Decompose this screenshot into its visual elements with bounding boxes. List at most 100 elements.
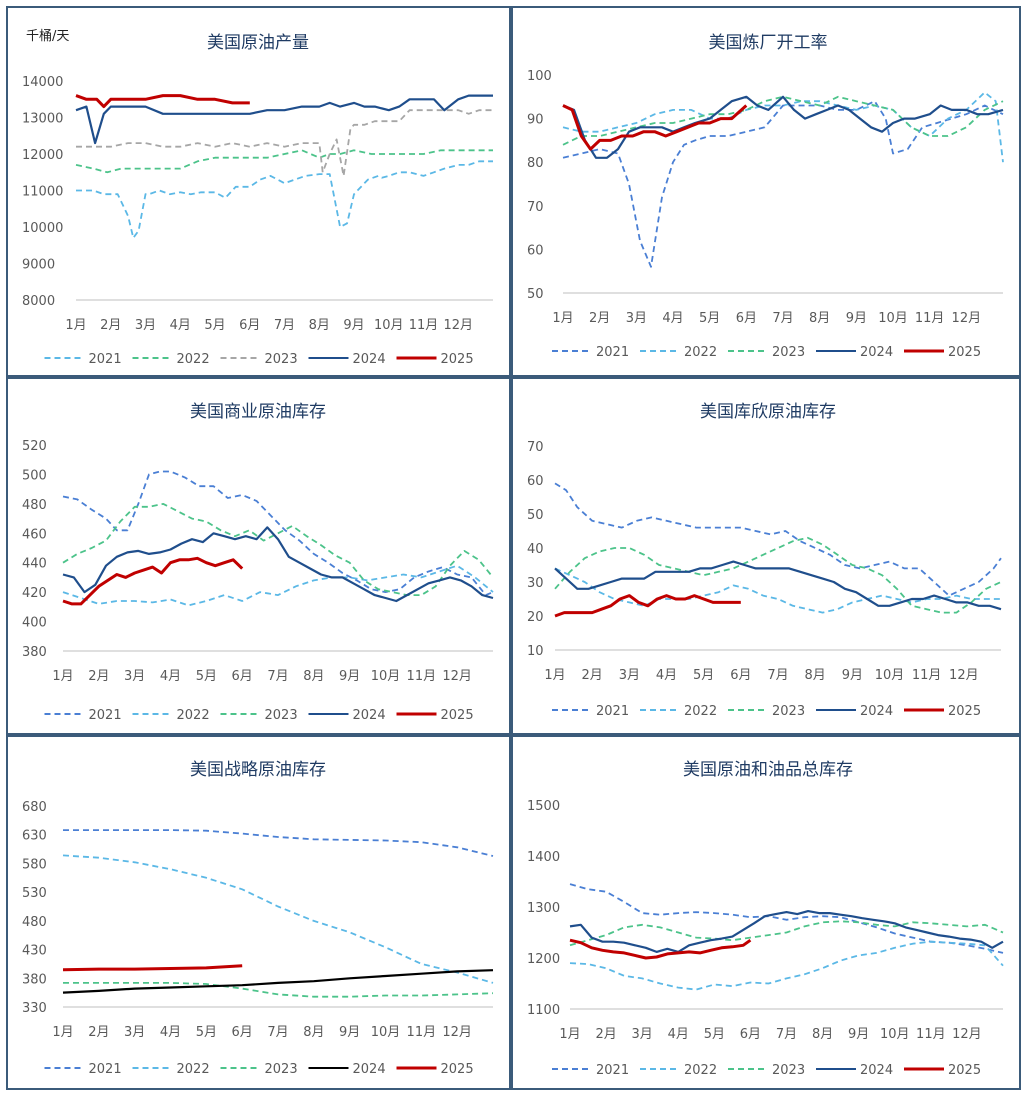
y-tick-label: 80 [527,156,544,171]
y-tick-label: 480 [22,915,47,930]
legend-label-2021: 2021 [596,1063,629,1078]
legend-label-2025: 2025 [441,1062,474,1077]
legend-label-2022: 2022 [177,708,210,723]
x-tick-label: 2月 [88,669,109,684]
series-line-2025 [569,938,752,960]
series-line-2025 [562,104,748,151]
series-line-2022 [62,854,494,984]
x-tick-label: 9月 [846,311,867,326]
series-line-2023 [76,109,493,177]
y-tick-label: 11000 [22,185,63,200]
x-tick-label: 9月 [842,668,863,683]
series-line-2021 [569,883,1004,954]
x-tick-label: 2月 [589,311,610,326]
y-tick-label: 530 [22,886,47,901]
x-tick-label: 3月 [135,318,156,333]
series-line-2021 [62,470,494,597]
x-tick-label: 3月 [124,1025,145,1040]
y-tick-label: 30 [527,576,544,591]
x-tick-label: 9月 [343,318,364,333]
chart-panel-total-stocks: 美国原油和油品总库存 1100 1200 1300 1400 1500 1月 2月 3月 4月 5… [511,735,1021,1090]
y-tick-label: 440 [22,557,47,572]
y-tick-label: 13000 [22,112,63,127]
y-tick-label: 20 [527,610,544,625]
legend-label-2024: 2024 [860,704,893,719]
y-tick-label: 1500 [527,799,560,814]
x-tick-label: 6月 [730,668,751,683]
legend-label-2025: 2025 [948,345,981,360]
series-line-2021 [562,100,1004,268]
chart-svg-strategic-stocks: 美国战略原油库存 330 380 430 480 530 580 630 680 1月 2月 3月 4… [22,760,494,1077]
x-tick-label: 4月 [656,668,677,683]
x-tick-label: 5月 [699,311,720,326]
x-tick-label: 9月 [339,669,360,684]
legend-label-2024: 2024 [353,1062,386,1077]
chart-title: 美国原油和油品总库存 [683,760,853,780]
x-tick-label: 4月 [160,1025,181,1040]
x-tick-label: 6月 [232,1025,253,1040]
series-line-2022 [569,940,1004,991]
x-tick-label: 11月 [916,1027,946,1042]
legend-label-2021: 2021 [89,708,122,723]
x-tick-label: 10月 [374,318,404,333]
legend-label-2021: 2021 [596,704,629,719]
legend-label-2022: 2022 [684,1063,717,1078]
x-tick-label: 4月 [662,311,683,326]
legend-label-2025: 2025 [948,704,981,719]
legend-label-2021: 2021 [89,1062,122,1077]
legend-label-2021: 2021 [89,352,122,367]
series-line-2024 [554,560,1002,611]
x-tick-label: 8月 [303,669,324,684]
x-tick-label: 11月 [912,668,942,683]
legend-label-2025: 2025 [441,352,474,367]
series-line-2023 [62,503,494,597]
y-tick-label: 330 [22,1001,47,1016]
legend-label-2022: 2022 [177,352,210,367]
legend-label-2024: 2024 [860,345,893,360]
y-tick-label: 500 [22,468,47,483]
x-tick-label: 6月 [740,1027,761,1042]
y-tick-label: 40 [527,542,544,557]
y-tick-label: 520 [22,439,47,454]
x-tick-label: 8月 [309,318,330,333]
y-tick-label: 14000 [22,75,63,90]
legend-label-2022: 2022 [684,345,717,360]
y-tick-label: 60 [527,243,544,258]
chart-title: 美国炼厂开工率 [709,33,828,53]
y-tick-label: 100 [527,69,552,84]
chart-panel-crude-production: 美国原油产量 千桶/天 8000 9000 10000 11000 12000 13000… [6,6,511,377]
chart-title: 美国商业原油库存 [190,402,326,422]
legend-label-2023: 2023 [772,1063,805,1078]
x-tick-label: 6月 [239,318,260,333]
series-line-2022 [562,91,1004,163]
x-tick-label: 1月 [559,1027,580,1042]
x-tick-label: 11月 [409,318,439,333]
y-tick-label: 1200 [527,952,560,967]
x-tick-label: 12月 [442,669,472,684]
y-tick-label: 680 [22,800,47,815]
x-tick-label: 2月 [595,1027,616,1042]
x-tick-label: 12月 [952,1027,982,1042]
legend-label-2022: 2022 [684,704,717,719]
x-tick-label: 7月 [267,669,288,684]
series-line-2025 [75,94,250,109]
y-tick-label: 10000 [22,221,63,236]
series-line-2022 [554,567,1001,614]
x-tick-label: 10月 [880,1027,910,1042]
x-tick-label: 10月 [371,669,401,684]
chart-panel-commercial-stocks: 美国商业原油库存 380 400 420 440 460 480 500 520 1月 2月 3月 4… [6,377,511,735]
chart-svg-commercial-stocks: 美国商业原油库存 380 400 420 440 460 480 500 520 1月 2月 3月 4… [22,402,494,723]
series-line-2023 [63,981,494,998]
y-tick-label: 50 [527,508,544,523]
legend-label-2024: 2024 [860,1063,893,1078]
x-tick-label: 3月 [626,311,647,326]
legend-label-2021: 2021 [596,345,629,360]
series-line-2025 [554,594,741,618]
series-line-2022 [62,564,494,607]
y-tick-label: 460 [22,527,47,542]
x-tick-label: 12月 [442,1025,472,1040]
chart-svg-refinery-utilization: 美国炼厂开工率 50 60 70 80 90 100 1月 2月 3月 4月 5月 6月 7月 8月 9月 1… [527,33,1004,360]
y-tick-label: 400 [22,616,47,631]
legend-label-2023: 2023 [772,704,805,719]
legend-label-2023: 2023 [265,1062,298,1077]
